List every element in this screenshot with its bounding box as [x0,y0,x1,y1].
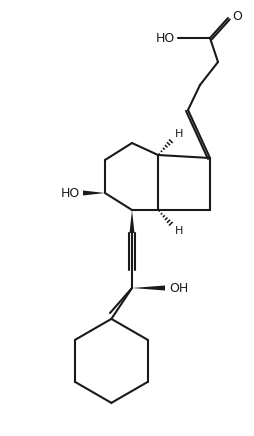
Text: H: H [174,226,183,236]
Polygon shape [132,286,164,290]
Text: H: H [174,129,183,139]
Text: O: O [231,10,241,23]
Polygon shape [83,191,105,195]
Polygon shape [129,210,134,233]
Text: HO: HO [60,187,80,200]
Text: HO: HO [155,31,174,44]
Text: OH: OH [168,282,187,294]
